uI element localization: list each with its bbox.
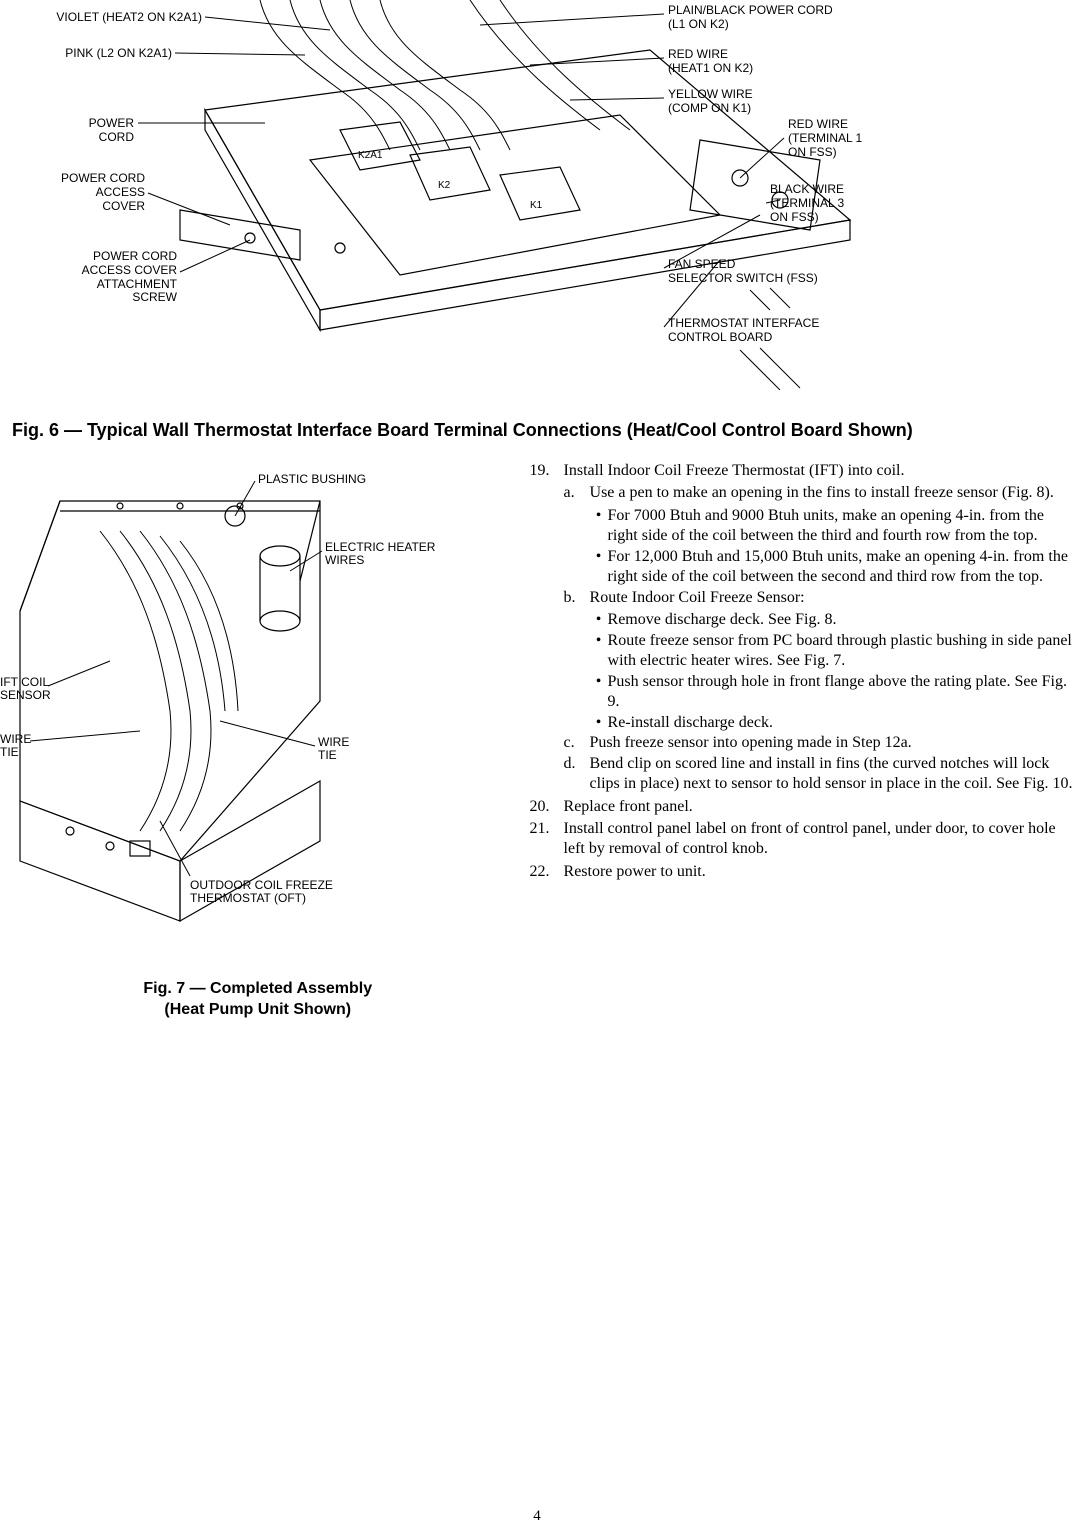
fig6-diagram: VIOLET (HEAT2 ON K2A1) PINK (L2 ON K2A1)…	[0, 0, 1074, 390]
svg-text:K2A1: K2A1	[358, 150, 383, 161]
sub-num: b.	[564, 588, 590, 733]
bullet-text: For 7000 Btuh and 9000 Btuh units, make …	[608, 506, 1074, 547]
sub-text: Bend clip on scored line and install in …	[590, 755, 1073, 792]
sub-num: d.	[564, 754, 590, 795]
sub-num: a.	[564, 483, 590, 587]
bullet-text: Route freeze sensor from PC board throug…	[608, 631, 1074, 672]
bullet-text: For 12,000 Btuh and 15,000 Btuh units, m…	[608, 547, 1074, 588]
step-text: Install Indoor Coil Freeze Thermostat (I…	[564, 462, 905, 479]
bullet-icon: •	[590, 547, 608, 588]
sub-num: c.	[564, 733, 590, 753]
svg-text:K2: K2	[438, 180, 451, 191]
fig7-caption: Fig. 7 — Completed Assembly (Heat Pump U…	[0, 979, 516, 1021]
bullet-icon: •	[590, 506, 608, 547]
bullet-text: Push sensor through hole in front flange…	[608, 672, 1074, 713]
step-text: Restore power to unit.	[564, 863, 706, 880]
page-number: 4	[0, 1508, 1074, 1525]
step-num: 20.	[530, 797, 564, 817]
fig6-caption: Fig. 6 — Typical Wall Thermostat Interfa…	[12, 420, 1074, 441]
fig7-caption-line2: (Heat Pump Unit Shown)	[164, 1001, 351, 1018]
sub-text: Route Indoor Coil Freeze Sensor:	[590, 589, 805, 606]
instruction-text: 19. Install Indoor Coil Freeze Thermosta…	[516, 461, 1074, 884]
sub-text: Use a pen to make an opening in the fins…	[590, 484, 1054, 501]
fig7-caption-line1: Fig. 7 — Completed Assembly	[143, 980, 372, 997]
bullet-icon: •	[590, 610, 608, 630]
bullet-text: Re-install discharge deck.	[608, 713, 1074, 733]
step-text: Install control panel label on front of …	[564, 820, 1056, 857]
bullet-icon: •	[590, 713, 608, 733]
fig7-svg	[0, 461, 500, 971]
fig6-svg: K2A1 K2 K1	[0, 0, 1074, 390]
step-text: Replace front panel.	[564, 798, 693, 815]
bullet-text: Remove discharge deck. See Fig. 8.	[608, 610, 1074, 630]
fig7-diagram: PLASTIC BUSHING ELECTRIC HEATER WIRES IF…	[0, 461, 516, 971]
bullet-icon: •	[590, 631, 608, 672]
sub-text: Push freeze sensor into opening made in …	[590, 734, 912, 751]
svg-text:K1: K1	[530, 200, 543, 211]
step-num: 22.	[530, 862, 564, 882]
step-num: 19.	[530, 461, 564, 795]
bullet-icon: •	[590, 672, 608, 713]
step-num: 21.	[530, 819, 564, 860]
